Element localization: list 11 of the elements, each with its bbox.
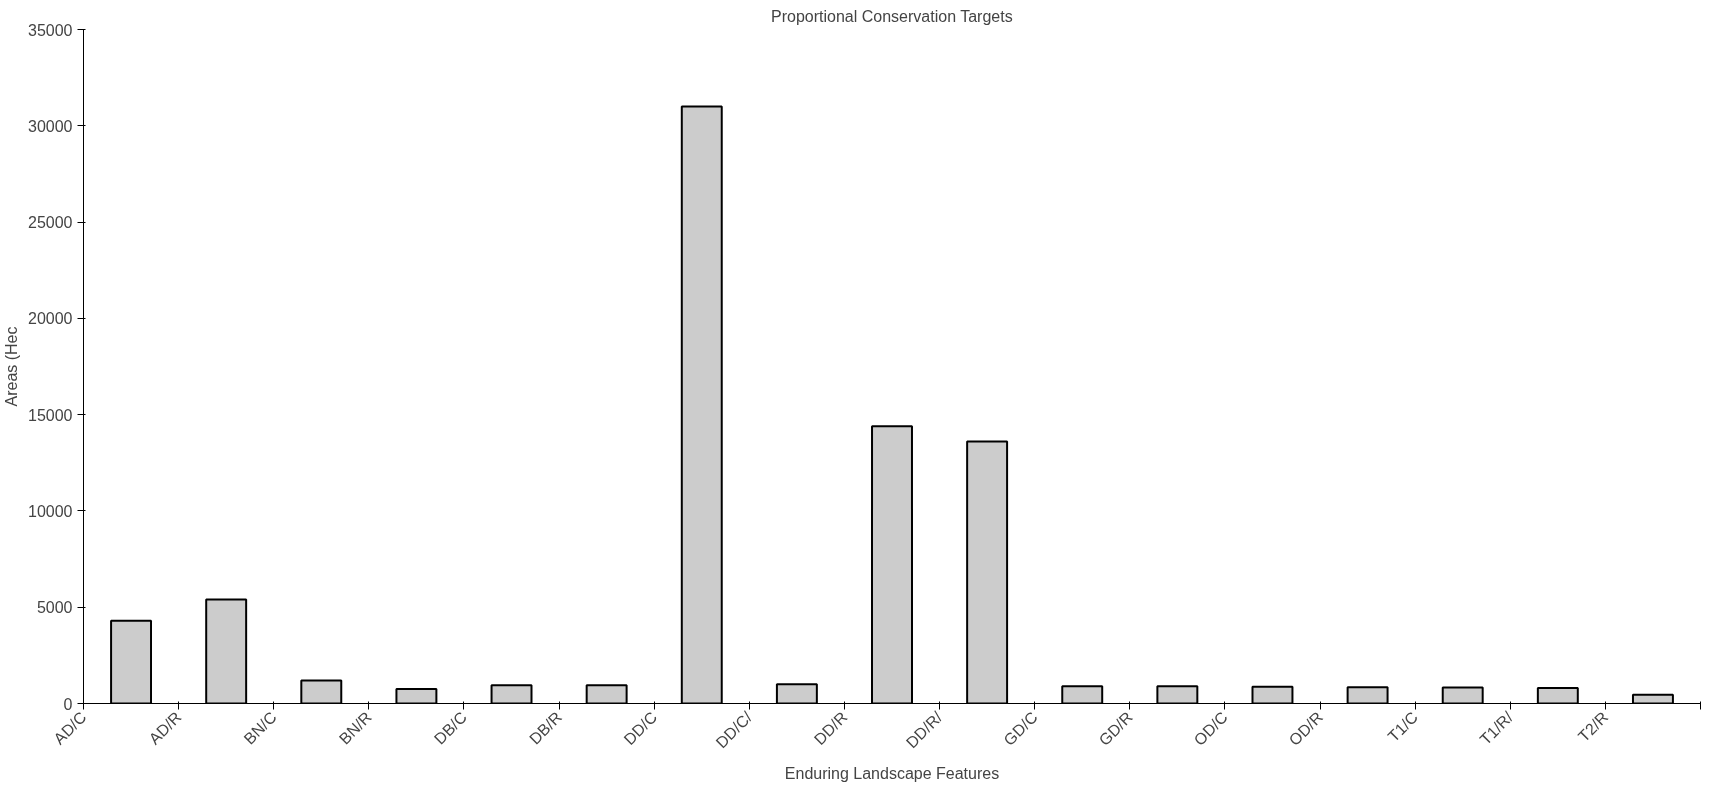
y-tick-label: 20000 <box>28 310 73 328</box>
x-axis-title: Enduring Landscape Features <box>784 765 1000 783</box>
y-tick-label: 30000 <box>28 117 73 135</box>
y-tick-label: 15000 <box>28 406 73 424</box>
y-tick-label: 10000 <box>28 502 73 520</box>
y-tick-label: 5000 <box>36 599 73 617</box>
chart-title: Proportional Conservation Targets <box>771 7 1013 25</box>
y-axis-title: Areas (Hec <box>3 326 21 407</box>
y-tick-label: 35000 <box>28 21 73 39</box>
y-tick-label: 0 <box>63 695 73 713</box>
y-tick-label: 25000 <box>28 214 73 232</box>
